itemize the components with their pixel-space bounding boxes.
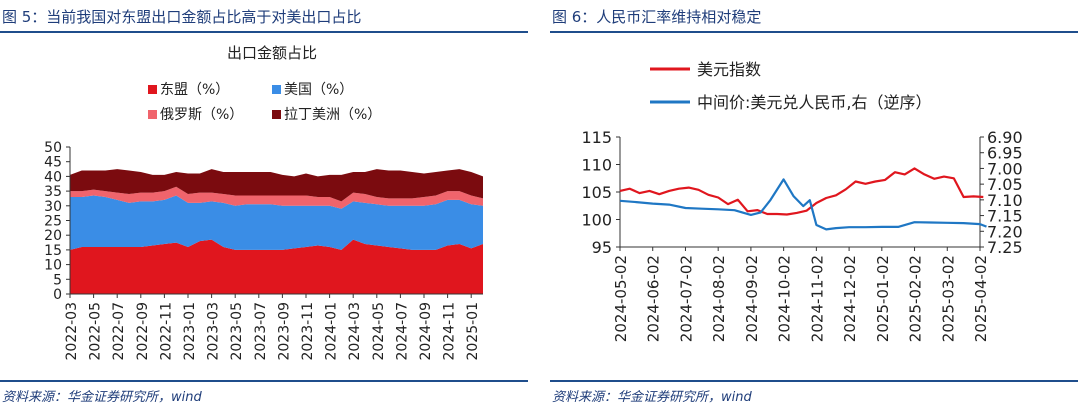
x-tick-label: 2022-07 xyxy=(111,302,127,361)
x-tick-label: 2022-11 xyxy=(158,302,174,361)
right-y-tick-label: 7.10 xyxy=(987,191,1023,210)
x-tick-label: 2024-03 xyxy=(347,302,363,361)
x-tick-label: 2025-02-02 xyxy=(907,255,925,342)
y-tick-label: 40 xyxy=(44,169,62,185)
legend-item: 拉丁美洲（%） xyxy=(272,107,381,123)
y-tick-label: 45 xyxy=(44,155,62,171)
line-series xyxy=(619,167,987,231)
x-tick-label: 2024-06-02 xyxy=(645,255,663,342)
figure-5-bottom-rule xyxy=(0,380,528,382)
chart-title: 出口金额占比 xyxy=(227,44,317,62)
x-tick-label: 2023-05 xyxy=(229,302,245,361)
y-tick-label: 25 xyxy=(44,214,62,230)
x-tick-label: 2024-05 xyxy=(371,302,387,361)
export-share-area-chart: 出口金额占比 东盟（%） 美国（%）俄罗斯（%） 拉丁美洲（%） 051015202… xyxy=(44,44,483,361)
x-tick-label: 2023-01 xyxy=(182,302,198,361)
legend-label: 美国（%） xyxy=(284,82,353,98)
legend-swatch xyxy=(272,110,281,119)
x-tick-label: 2023-03 xyxy=(206,302,222,361)
legend-item: 美国（%） xyxy=(272,82,353,98)
y-tick-label: 50 xyxy=(44,140,62,156)
legend-swatch xyxy=(148,85,157,94)
right-y-tick-label: 7.20 xyxy=(987,222,1023,241)
left-y-tick-label: 95 xyxy=(592,238,612,257)
x-tick-label: 2024-01 xyxy=(324,302,340,361)
x-tick-label: 2023-07 xyxy=(253,302,269,361)
left-y-tick-label: 105 xyxy=(581,183,612,202)
x-tick-label: 2024-07-02 xyxy=(677,255,695,342)
legend-swatch xyxy=(272,85,281,94)
figure-6-panel: 图 6：人民币汇率维持相对稳定 美元指数中间价:美元兑人民币,右（逆序） 95 1… xyxy=(550,0,1080,410)
legend-label: 俄罗斯（%） xyxy=(160,107,243,123)
x-tick-label: 2025-03-02 xyxy=(939,255,957,342)
area-series xyxy=(70,169,483,294)
y-tick-label: 35 xyxy=(44,184,62,200)
x-tick-label: 2023-11 xyxy=(300,302,316,361)
y-tick-label: 0 xyxy=(53,287,62,303)
figure-6-bottom-rule xyxy=(550,380,1078,382)
legend-item: 俄罗斯（%） xyxy=(148,107,243,123)
line-美元指数 xyxy=(619,167,984,216)
x-tick-label: 2024-09-02 xyxy=(743,255,761,342)
x-tick-label: 2024-09 xyxy=(418,302,434,361)
x-tick-label: 2022-05 xyxy=(88,302,104,361)
x-tick-label: 2025-04-02 xyxy=(972,255,990,342)
left-y-tick-label: 110 xyxy=(581,156,612,175)
x-tick-label: 2025-01-02 xyxy=(874,255,892,342)
right-y-tick-label: 7.00 xyxy=(987,159,1023,178)
figure-6-top-rule xyxy=(550,31,1078,33)
figure-5-top-rule xyxy=(0,31,528,33)
y-tick-label: 20 xyxy=(44,228,62,244)
left-y-tick-label: 100 xyxy=(581,211,612,230)
x-tick-label: 2023-09 xyxy=(276,302,292,361)
area-俄罗斯（%） xyxy=(70,186,483,209)
legend-label: 拉丁美洲（%） xyxy=(284,107,381,123)
x-tick-label: 2024-08-02 xyxy=(710,255,728,342)
area-东盟（%） xyxy=(70,239,483,294)
x-tick-label: 2024-07 xyxy=(394,302,410,361)
x-tick-label: 2024-11-02 xyxy=(808,255,826,342)
right-y-tick-label: 6.95 xyxy=(987,144,1023,163)
x-tick-label: 2024-10-02 xyxy=(776,255,794,342)
left-y-tick-label: 115 xyxy=(581,128,612,147)
x-tick-label: 2025-01 xyxy=(465,302,481,361)
legend: 东盟（%） 美国（%） 俄罗斯（%） 拉丁美洲（%） xyxy=(148,82,381,123)
right-y-tick-label: 7.25 xyxy=(987,238,1023,257)
legend-label: 中间价:美元兑人民币,右（逆序） xyxy=(697,93,931,112)
x-tick-label: 2022-03 xyxy=(64,302,80,361)
figure-5-title: 图 5：当前我国对东盟出口金额占比高于对美出口占比 xyxy=(2,8,362,26)
y-tick-label: 5 xyxy=(53,272,62,288)
figure-5-source: 资料来源：华金证券研究所，wind xyxy=(2,390,202,405)
y-tick-label: 15 xyxy=(44,243,62,259)
legend-item: 东盟（%） xyxy=(148,82,229,98)
y-tick-label: 10 xyxy=(44,258,62,274)
line-中间价:美元兑人民币,右（逆序） xyxy=(619,178,987,231)
legend-item: 中间价:美元兑人民币,右（逆序） xyxy=(650,93,931,112)
x-tick-label: 2024-05-02 xyxy=(612,255,630,342)
area-美国（%） xyxy=(70,195,483,250)
figure-6-source: 资料来源：华金证券研究所，wind xyxy=(552,390,752,405)
area-拉丁美洲（%） xyxy=(70,169,483,202)
legend-label: 东盟（%） xyxy=(160,82,229,98)
x-tick-label: 2024-11 xyxy=(442,302,458,361)
right-y-tick-label: 7.15 xyxy=(987,207,1023,226)
figure-6-title: 图 6：人民币汇率维持相对稳定 xyxy=(552,8,762,26)
y-tick-label: 30 xyxy=(44,199,62,215)
right-y-tick-label: 7.05 xyxy=(987,175,1023,194)
figure-5-panel: 图 5：当前我国对东盟出口金额占比高于对美出口占比 出口金额占比 东盟（%） 美国… xyxy=(0,0,530,410)
x-tick-label: 2022-09 xyxy=(135,302,151,361)
x-tick-label: 2024-12-02 xyxy=(841,255,859,342)
legend-label: 美元指数 xyxy=(697,60,761,79)
right-y-tick-label: 6.90 xyxy=(987,128,1023,147)
legend-item: 美元指数 xyxy=(650,60,761,79)
legend-swatch xyxy=(148,110,157,119)
